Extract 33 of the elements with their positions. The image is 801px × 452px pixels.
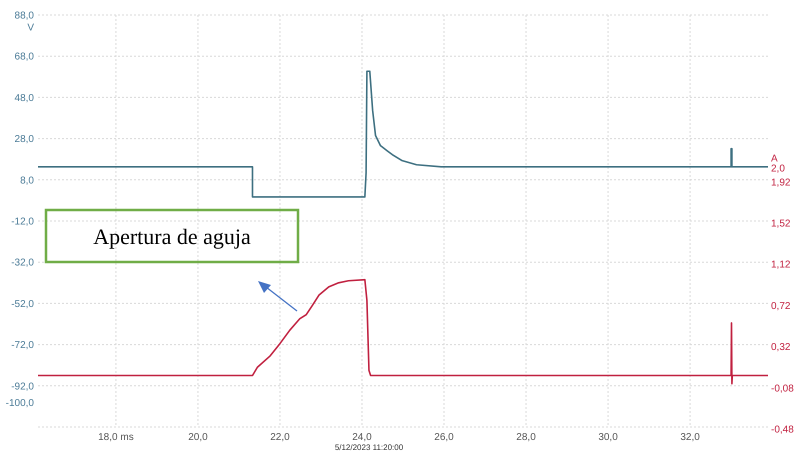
y2-axis-title: A [771, 154, 778, 165]
y-tick-label: -92,0 [11, 381, 34, 392]
y-tick-label: 88,0 [14, 10, 34, 22]
y2-tick-label: -0,48 [771, 424, 794, 436]
y2-tick-label: 1,52 [771, 218, 791, 230]
y2-tick-label: 0,32 [771, 342, 791, 354]
x-tick-label: 26,0 [434, 432, 454, 443]
y2-tick-label: 1,92 [771, 177, 791, 188]
y-tick-label: -32,0 [11, 258, 34, 269]
x-tick-label: 20,0 [188, 432, 208, 443]
x-tick-label: 22,0 [270, 432, 290, 443]
x-tick-label: 28,0 [516, 432, 536, 443]
y2-tick-label: 2,0 [771, 164, 786, 175]
line-series [37, 278, 769, 385]
y2-tick-label: -0,08 [771, 383, 794, 394]
y-tick-label: -52,0 [11, 298, 34, 310]
y-tick-label: 8,0 [20, 175, 34, 186]
y-axis-title: V [27, 22, 34, 34]
y2-tick-label: 0,72 [771, 300, 791, 312]
y-tick-label: 28,0 [14, 134, 34, 146]
line-series [37, 70, 769, 198]
y-tick-label: -100,0 [6, 398, 34, 409]
x-tick-label: 32,0 [680, 432, 700, 443]
y-tick-label: -72,0 [11, 340, 34, 352]
y-tick-label: -12,0 [11, 216, 34, 228]
y-tick-label: 68,0 [14, 52, 34, 63]
annotation: Apertura de aguja [93, 224, 252, 249]
text: 5/12/2023 11:20:00 [334, 443, 404, 452]
x-tick-label: 30,0 [598, 432, 618, 443]
y-tick-label: 48,0 [14, 92, 34, 104]
x-tick-label: 18,0 ms [98, 432, 134, 443]
y2-tick-label: 1,12 [771, 260, 791, 271]
x-tick-label: 24,0 [352, 432, 372, 443]
